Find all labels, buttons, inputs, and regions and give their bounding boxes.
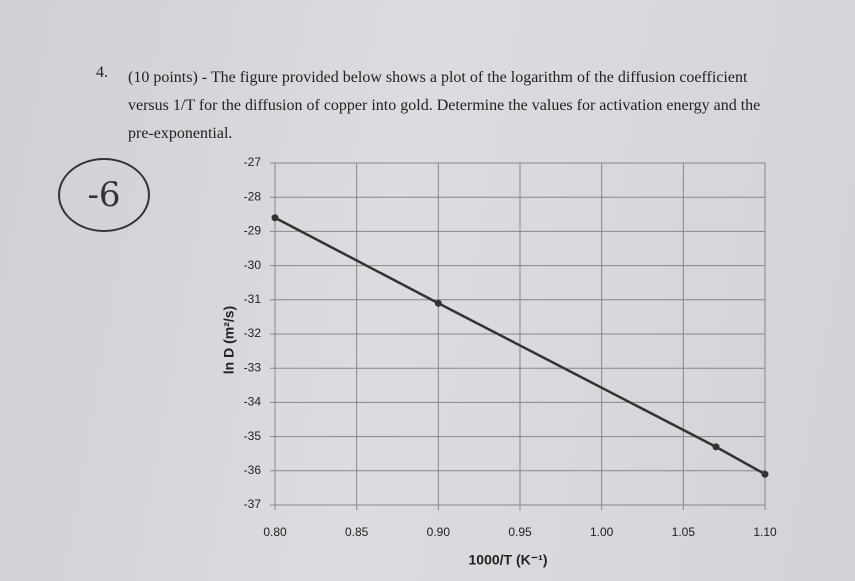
data-point <box>271 214 279 222</box>
y-tick-label: -27 <box>244 155 262 169</box>
y-tick-label: -32 <box>244 326 262 340</box>
y-tick-label: -33 <box>244 360 262 374</box>
x-tick-label: 0.95 <box>508 525 532 539</box>
data-point <box>761 470 769 478</box>
y-axis-label: ln D (m²/s) <box>221 306 237 374</box>
data-point <box>434 299 442 307</box>
question-text: (10 points) - The figure provided below … <box>128 69 761 142</box>
score-note: -6 <box>58 158 150 232</box>
data-line <box>274 216 766 476</box>
y-tick-label: -28 <box>244 189 262 203</box>
x-tick-label: 0.85 <box>345 525 369 539</box>
data-point <box>712 443 720 451</box>
x-axis-label: 1000/T (K⁻¹) <box>469 552 548 568</box>
x-tick-label: 1.05 <box>672 525 696 539</box>
y-tick-label: -30 <box>244 258 262 272</box>
y-tick-label: -34 <box>244 395 262 409</box>
x-tick-label: 1.10 <box>753 525 777 539</box>
y-tick-label: -29 <box>244 224 262 238</box>
y-tick-label: -31 <box>244 292 262 306</box>
x-tick-label: 0.90 <box>427 525 451 539</box>
y-tick-label: -35 <box>244 429 262 443</box>
question-number: 4. <box>96 64 108 81</box>
x-tick-label: 0.80 <box>263 525 287 539</box>
y-tick-label: -36 <box>244 463 262 477</box>
y-tick-label: -37 <box>244 497 262 511</box>
x-tick-label: 1.00 <box>590 525 614 539</box>
